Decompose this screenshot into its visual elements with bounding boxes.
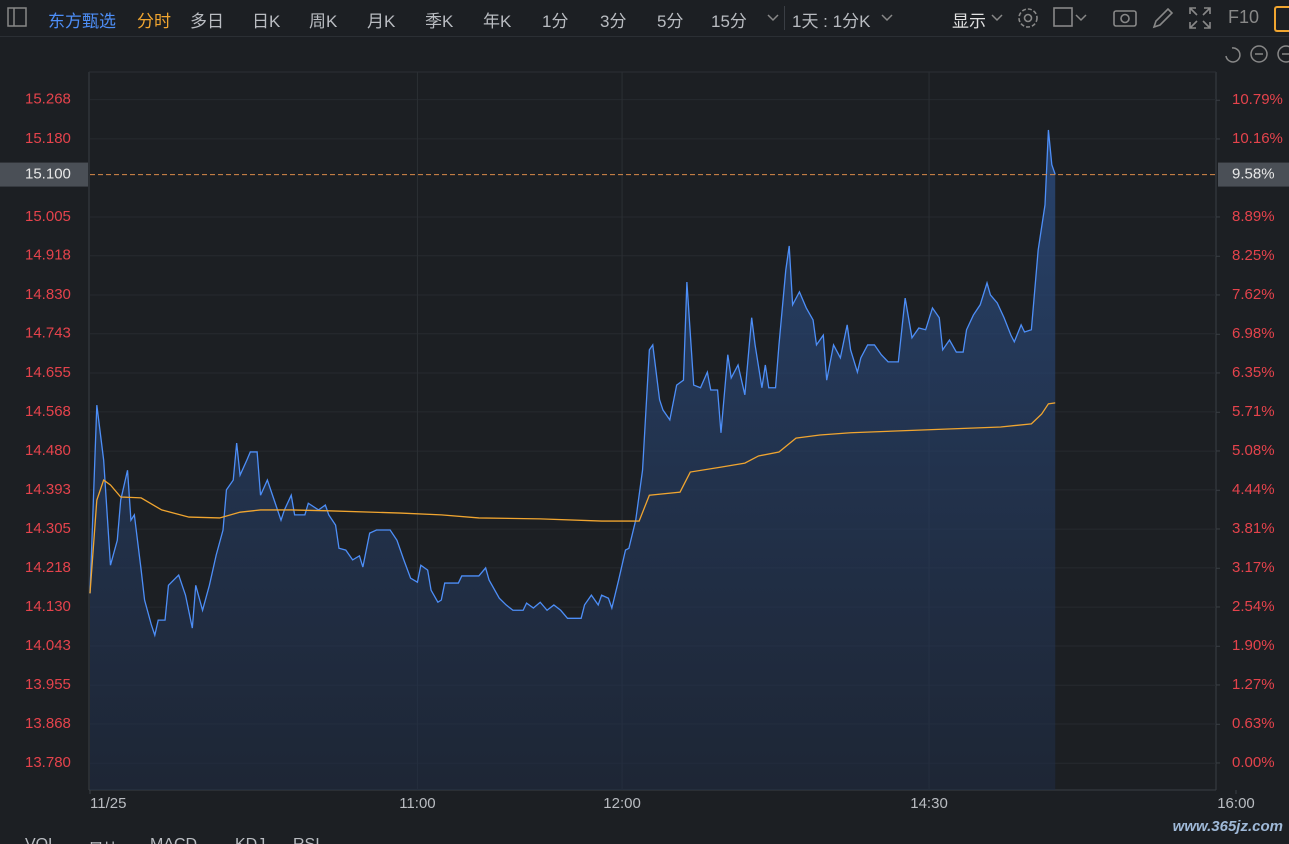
y2-tick-label: 2.54% xyxy=(1232,598,1275,615)
y2-tick-label: 8.89% xyxy=(1232,208,1275,225)
tab[interactable]: 1分 xyxy=(542,12,569,31)
current-price-box xyxy=(0,162,88,187)
chevron[interactable] xyxy=(990,12,1004,24)
chevron[interactable] xyxy=(880,12,894,24)
tab[interactable]: 3分 xyxy=(600,12,627,31)
y-tick-label: 14.218 xyxy=(25,559,71,576)
indicator-tab[interactable]: MACD xyxy=(150,836,197,844)
y2-tick-label: 5.71% xyxy=(1232,403,1275,420)
y-tick-label: 13.955 xyxy=(25,676,71,693)
tab[interactable]: 5分 xyxy=(657,12,684,31)
y2-tick-label: 6.35% xyxy=(1232,364,1275,381)
y-tick-label: 14.305 xyxy=(25,520,71,537)
fullscreen-icon[interactable] xyxy=(1187,5,1213,31)
y2-tick-label: 4.44% xyxy=(1232,481,1275,498)
y-tick-label: 15.180 xyxy=(25,130,71,147)
price-line xyxy=(89,129,1056,638)
y-tick-label: 14.743 xyxy=(25,325,71,342)
y-tick-label: 14.393 xyxy=(25,481,71,498)
tab[interactable]: 月K xyxy=(367,12,396,31)
current-change-label: 9.58% xyxy=(1232,166,1275,183)
x-tick-label: 11/25 xyxy=(90,795,126,812)
y-tick-label: 13.780 xyxy=(25,754,71,771)
y-tick-label: 14.130 xyxy=(25,598,71,615)
y2-tick-label: 0.63% xyxy=(1232,715,1275,732)
tab[interactable]: 年K xyxy=(483,12,512,31)
chevron[interactable] xyxy=(766,12,780,24)
indicator-tab[interactable]: KDJ xyxy=(235,836,265,844)
display[interactable]: 显示 xyxy=(952,12,986,31)
stock-name[interactable]: 东方甄选 xyxy=(48,12,116,31)
tab[interactable]: 日K xyxy=(252,12,281,31)
y-tick-label: 15.268 xyxy=(25,91,71,108)
separator xyxy=(784,6,785,30)
chart: 15.268 15.180 15.005 14.918 14.830 14.743 14.6… xyxy=(0,45,1289,812)
toolbar: 东方甄选 分时 多日 日K 周K 月K 季K 年K 1分 3分 5分 15分 1天 : 1分K 显示… xyxy=(0,0,1289,37)
indicator-tab[interactable]: 量比 xyxy=(88,836,120,844)
y2-tick-label: 8.25% xyxy=(1232,247,1275,264)
y2-tick-label: 6.98% xyxy=(1232,325,1275,342)
y2-tick-label: 0.00% xyxy=(1232,754,1275,771)
y-tick-label: 14.655 xyxy=(25,364,71,381)
indicator-tabs: VOL 量比 MACD KDJ RSI xyxy=(0,822,1289,844)
y2-tick-label: 1.90% xyxy=(1232,637,1275,654)
y2-tick-label: 1.27% xyxy=(1232,676,1275,693)
y2-tick-label: 3.17% xyxy=(1232,559,1275,576)
zoom-in-icon[interactable] xyxy=(1277,45,1289,63)
current-price-label: 15.100 xyxy=(25,166,71,183)
tab[interactable]: 周K xyxy=(309,12,338,31)
y-tick-label: 14.568 xyxy=(25,403,71,420)
x-tick-label: 12:00 xyxy=(603,795,641,812)
tab[interactable]: 多日 xyxy=(190,12,224,31)
period[interactable]: 1天 : 1分K xyxy=(792,12,871,31)
x-tick-label: 14:30 xyxy=(910,795,948,812)
y2-tick-label: 7.62% xyxy=(1232,286,1275,303)
reset-icon[interactable] xyxy=(1225,47,1241,63)
watermark: www.365jz.com xyxy=(1172,818,1283,835)
y2-tick-label: 3.81% xyxy=(1232,520,1275,537)
camera-icon[interactable] xyxy=(1112,5,1138,31)
layout-icon[interactable] xyxy=(1052,5,1092,31)
zoom-controls xyxy=(1225,45,1289,63)
y-tick-label: 14.830 xyxy=(25,286,71,303)
f10[interactable]: F10 xyxy=(1228,7,1260,27)
y2-tick-label: 10.16% xyxy=(1232,130,1283,147)
y-tick-label: 14.480 xyxy=(25,442,71,459)
x-tick-label: 11:00 xyxy=(399,795,435,812)
current-change-box xyxy=(1218,162,1289,187)
average-line xyxy=(89,402,1056,594)
tab[interactable]: 季K xyxy=(425,12,454,31)
y2-tick-label: 10.79% xyxy=(1232,91,1283,108)
x-tick-label: 16:00 xyxy=(1217,795,1255,812)
indicator-tab[interactable]: RSI xyxy=(293,836,320,844)
y2-tick-label: 5.08% xyxy=(1232,442,1275,459)
draw-icon[interactable] xyxy=(1150,5,1176,31)
indicator-tab[interactable]: VOL xyxy=(25,836,57,844)
price-area xyxy=(90,129,1056,791)
y-tick-label: 14.043 xyxy=(25,637,71,654)
tab[interactable]: 分时 xyxy=(137,12,171,31)
y-tick-label: 14.918 xyxy=(25,247,71,264)
sidebar-icon[interactable] xyxy=(6,6,30,30)
zoom-out-icon[interactable] xyxy=(1250,45,1268,63)
y-tick-label: 13.868 xyxy=(25,715,71,732)
settings-icon[interactable] xyxy=(1015,5,1041,31)
side-panel-button[interactable] xyxy=(1274,6,1289,32)
tab[interactable]: 15分 xyxy=(711,12,747,31)
y-tick-label: 15.005 xyxy=(25,208,71,225)
